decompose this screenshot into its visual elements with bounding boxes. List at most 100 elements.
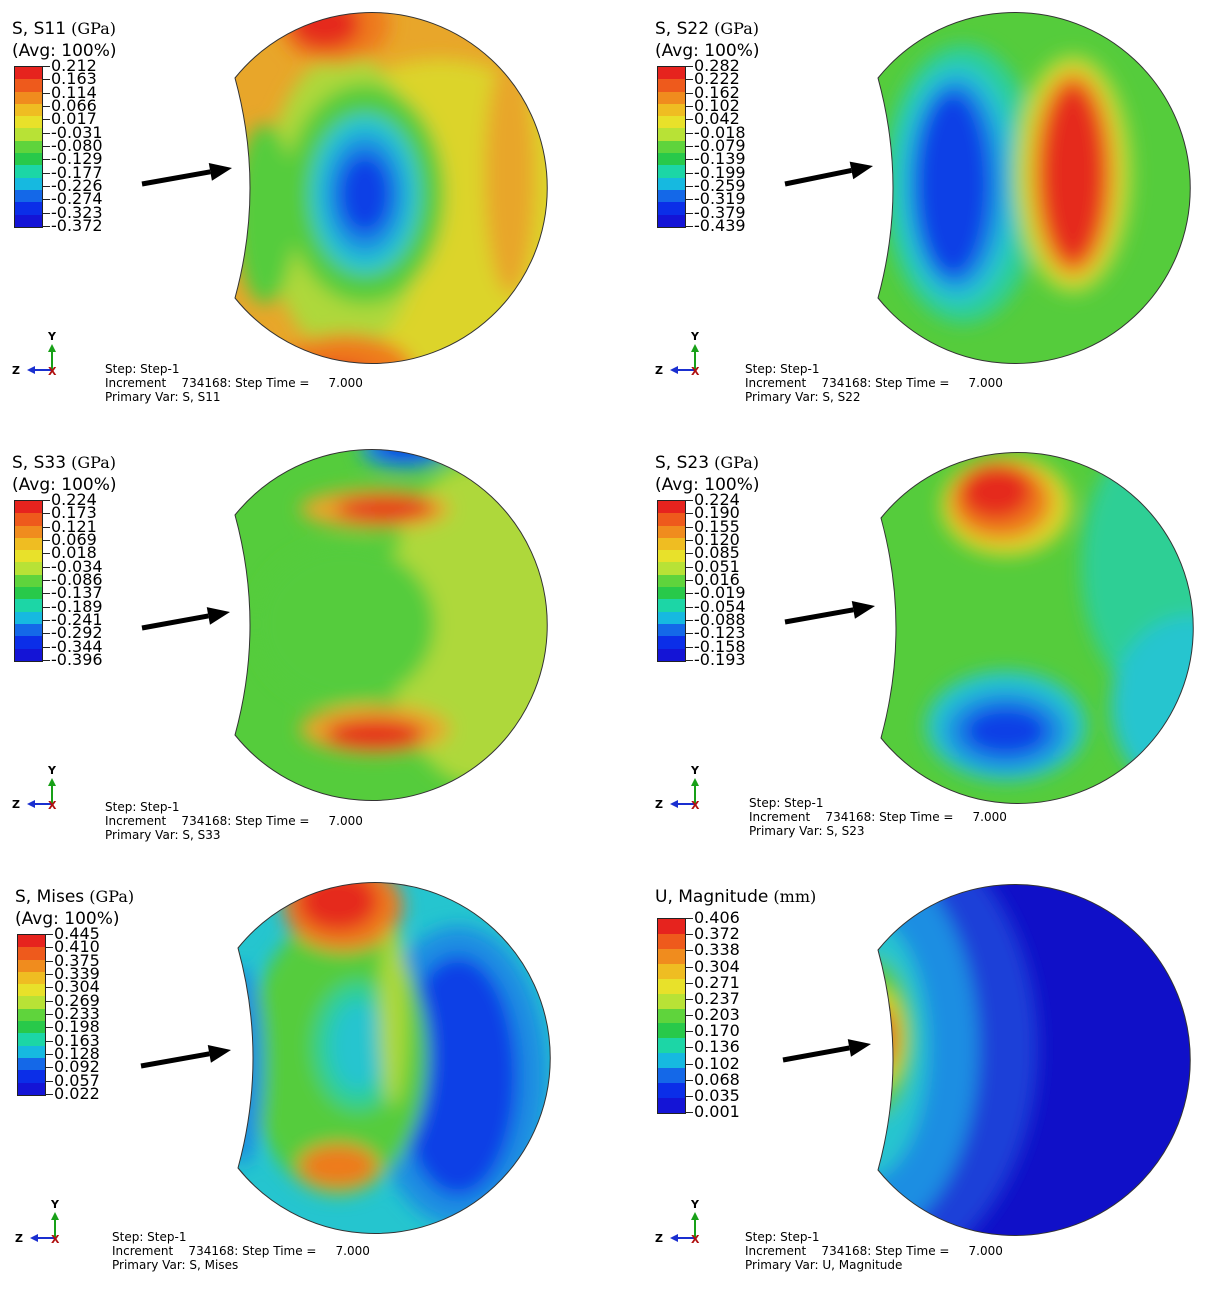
contour-panel-mises: S, Mises (GPa) (Avg: 100%) 0.445 0.410 0.375… [3,868,609,1294]
step-info: Step: Step-1 Increment 734168: Step Time … [105,800,363,842]
colorbar-band [658,574,685,588]
legend-colorbar [657,918,686,1114]
unit-label: (mm) [768,887,817,906]
colorbar-band [658,550,685,563]
contour-disk-s22 [877,12,1191,364]
contour-region [335,497,435,521]
colorbar-band [658,1083,685,1099]
contour-region [1043,86,1103,262]
averaging-label: (Avg: 100%) [12,475,117,495]
colorbar-band [658,587,685,600]
colorbar-band [15,202,42,215]
variable-name: S, S23 [655,453,710,473]
variable-name: U, Magnitude [655,887,769,907]
colorbar-band [658,501,685,514]
contour-region [878,884,978,1236]
contour-region [485,54,535,294]
colorbar-band [658,1098,685,1113]
step-info: Step: Step-1 Increment 734168: Step Time … [745,362,1003,404]
primary-var-label: Primary Var: S, S22 [745,390,861,404]
colorbar-band [15,550,42,563]
disk-outline [234,12,548,364]
colorbar-band [15,574,42,588]
contour-region [330,1001,386,1091]
triad-x-label: X [48,799,57,812]
averaging-label: (Avg: 100%) [655,475,760,495]
colorbar-band [658,1038,685,1054]
colorbar-band [658,1068,685,1084]
step-label: Step: Step-1 [112,1230,187,1244]
colorbar-band [658,1008,685,1024]
colorbar-band [18,984,45,997]
colorbar-band [15,140,42,154]
contour-panel-s33: S, S33 (GPa) (Avg: 100%) 0.224 0.173 0.121 0.… [0,434,606,860]
colorbar-band [15,648,42,661]
colorbar-band [658,79,685,92]
disk-outline [877,884,1191,1236]
colorbar-band [18,971,45,985]
colorbar-band [658,67,685,80]
contour-region [298,1144,378,1188]
triad-z-label: Z [15,1232,23,1245]
load-arrow [782,1039,871,1063]
primary-var-label: Primary Var: U, Magnitude [745,1258,903,1272]
colorbar-band [15,189,42,203]
colorbar-band [15,177,42,190]
colorbar-band [15,599,42,612]
colorbar-band [18,1057,45,1071]
unit-label: (GPa) [66,19,116,38]
load-arrow [784,600,875,625]
axis-triad: Y Z X [655,330,715,390]
axis-triad: Y Z X [12,330,72,390]
primary-var-label: Primary Var: S, S11 [105,390,221,404]
colorbar-band [18,996,45,1009]
increment-label: Increment 734168: Step Time = 7.000 [745,1244,1003,1258]
colorbar-band [658,525,685,538]
triad-y-label: Y [47,330,57,343]
triad-y-label: Y [690,1198,700,1211]
disk-outline [877,12,1191,364]
contour-disk-s33 [234,449,548,801]
legend-colorbar [14,66,43,228]
colorbar-band [658,91,685,104]
step-label: Step: Step-1 [749,796,824,810]
disk-outline [237,882,551,1234]
colorbar-band [18,1045,45,1058]
disk-outline [880,452,1194,804]
colorbar-band [15,525,42,538]
axis-triad: Y Z X [655,764,715,824]
legend-title: S, S22 (GPa) (Avg: 100%) [655,18,759,62]
increment-label: Increment 734168: Step Time = 7.000 [749,810,1007,824]
triad-x-label: X [691,365,700,378]
step-info: Step: Step-1 Increment 734168: Step Time … [749,796,1007,838]
step-info: Step: Step-1 Increment 734168: Step Time … [105,362,363,404]
variable-name: S, S11 [12,19,67,39]
colorbar-band [658,562,685,575]
colorbar-band [18,1033,45,1046]
load-arrow [140,1044,231,1069]
legend-colorbar [14,500,43,662]
colorbar-band [18,1008,45,1022]
triad-x-label: X [691,1233,700,1246]
colorbar-band [658,963,685,979]
colorbar-band [658,116,685,129]
colorbar-band [658,948,685,964]
colorbar-band [658,611,685,624]
colorbar-band [15,623,42,637]
contour-region [961,463,1031,519]
colorbar-band [15,214,42,227]
legend-title: S, S11 (GPa) (Avg: 100%) [12,18,116,62]
colorbar-band [658,189,685,203]
averaging-label: (Avg: 100%) [655,41,760,61]
legend-title: S, S23 (GPa) (Avg: 100%) [655,452,759,496]
disk-outline [234,449,548,801]
colorbar-band [15,513,42,526]
contour-region [964,707,1048,755]
load-arrow [784,161,873,187]
contour-disk-s23 [880,452,1194,804]
triad-y-label: Y [690,764,700,777]
colorbar-band [15,636,42,649]
colorbar-band [658,636,685,649]
legend-title: U, Magnitude (mm) [655,886,816,908]
increment-label: Increment 734168: Step Time = 7.000 [105,376,363,390]
